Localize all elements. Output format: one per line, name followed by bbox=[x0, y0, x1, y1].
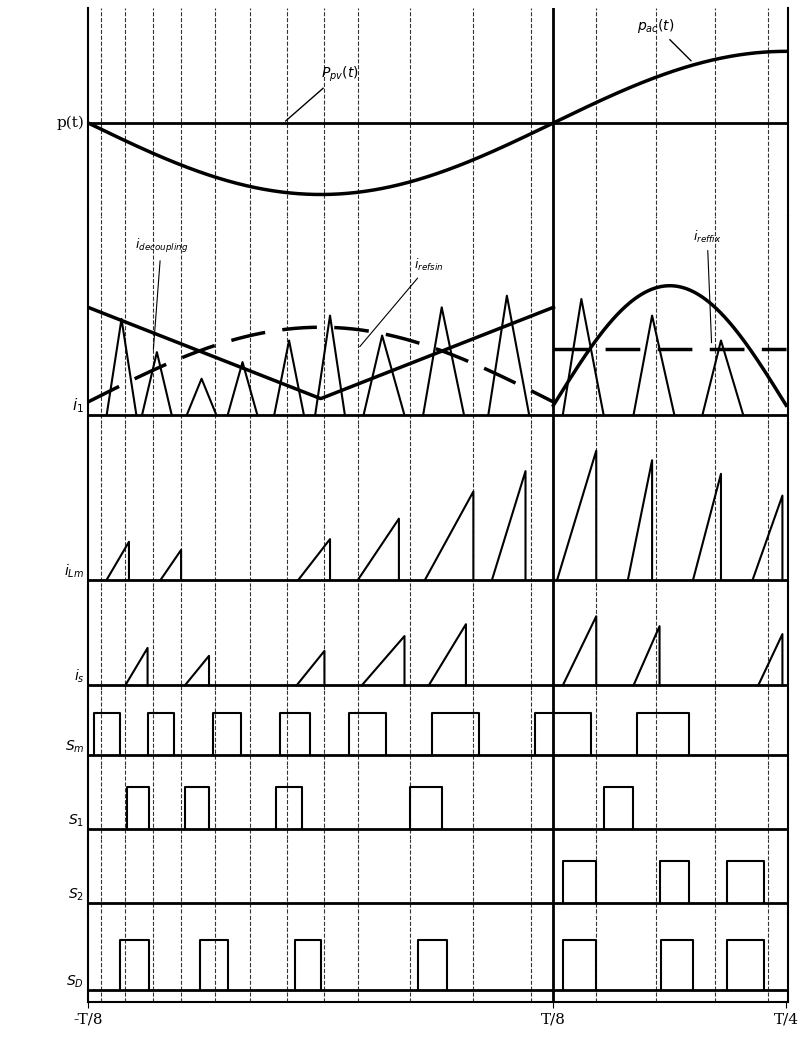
Text: p(t): p(t) bbox=[57, 115, 84, 130]
Text: $S_m$: $S_m$ bbox=[65, 738, 84, 755]
Text: $i_{reffix}$: $i_{reffix}$ bbox=[693, 229, 722, 343]
Text: $S_D$: $S_D$ bbox=[66, 973, 84, 990]
Text: $i_{refsin}$: $i_{refsin}$ bbox=[360, 257, 443, 347]
Text: $i_s$: $i_s$ bbox=[74, 668, 84, 685]
Text: $i_{decoupling}$: $i_{decoupling}$ bbox=[134, 237, 188, 349]
Text: $i_{Lm}$: $i_{Lm}$ bbox=[64, 562, 84, 580]
Text: $p_{ac}(t)$: $p_{ac}(t)$ bbox=[638, 17, 691, 61]
Text: $i_1$: $i_1$ bbox=[72, 397, 84, 415]
Text: $S_1$: $S_1$ bbox=[68, 813, 84, 829]
Text: $S_2$: $S_2$ bbox=[68, 886, 84, 903]
Text: $P_{pv}(t)$: $P_{pv}(t)$ bbox=[286, 64, 358, 121]
